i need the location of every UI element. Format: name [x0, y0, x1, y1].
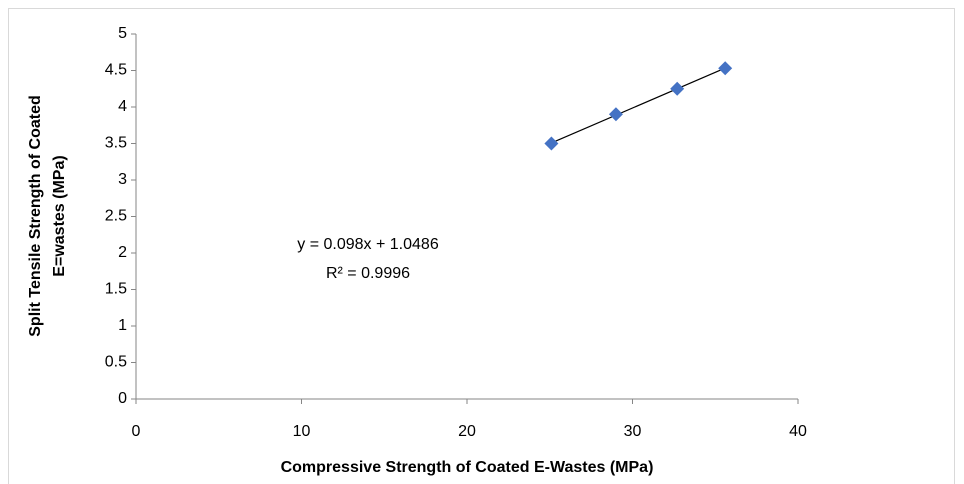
x-tick-label: 40: [789, 423, 807, 440]
data-point: [670, 81, 685, 96]
x-tick-label: 30: [624, 423, 642, 440]
y-tick-label: 4: [118, 98, 127, 115]
y-tick-label: 2: [118, 244, 127, 261]
y-tick-label: 3: [118, 171, 127, 188]
y-tick-label: 3.5: [105, 135, 127, 152]
x-tick-label: 0: [132, 423, 141, 440]
x-tick-label: 20: [458, 423, 476, 440]
data-point: [718, 61, 733, 76]
y-tick-label: 1.5: [105, 281, 127, 298]
y-tick-label: 2.5: [105, 208, 127, 225]
y-axis-label: Split Tensile Strength of Coated E=waste…: [27, 95, 68, 337]
trendline: [551, 67, 726, 144]
data-point: [544, 136, 559, 151]
chart-frame: [8, 8, 955, 484]
data-point: [608, 107, 623, 122]
y-axis-label-line: E=wastes (MPa): [51, 155, 68, 276]
y-axis-label-line: Split Tensile Strength of Coated: [27, 95, 44, 337]
y-tick-label: 0.5: [105, 354, 127, 371]
trendline-equation: y = 0.098x + 1.0486: [297, 236, 439, 253]
y-tick-label: 5: [118, 25, 127, 42]
y-tick-label: 0: [118, 390, 127, 407]
y-tick-label: 4.5: [105, 62, 127, 79]
trendline-r2: R² = 0.9996: [326, 265, 410, 282]
y-tick-label: 1: [118, 317, 127, 334]
x-tick-label: 10: [293, 423, 311, 440]
x-axis-label: Compressive Strength of Coated E-Wastes …: [281, 459, 654, 476]
